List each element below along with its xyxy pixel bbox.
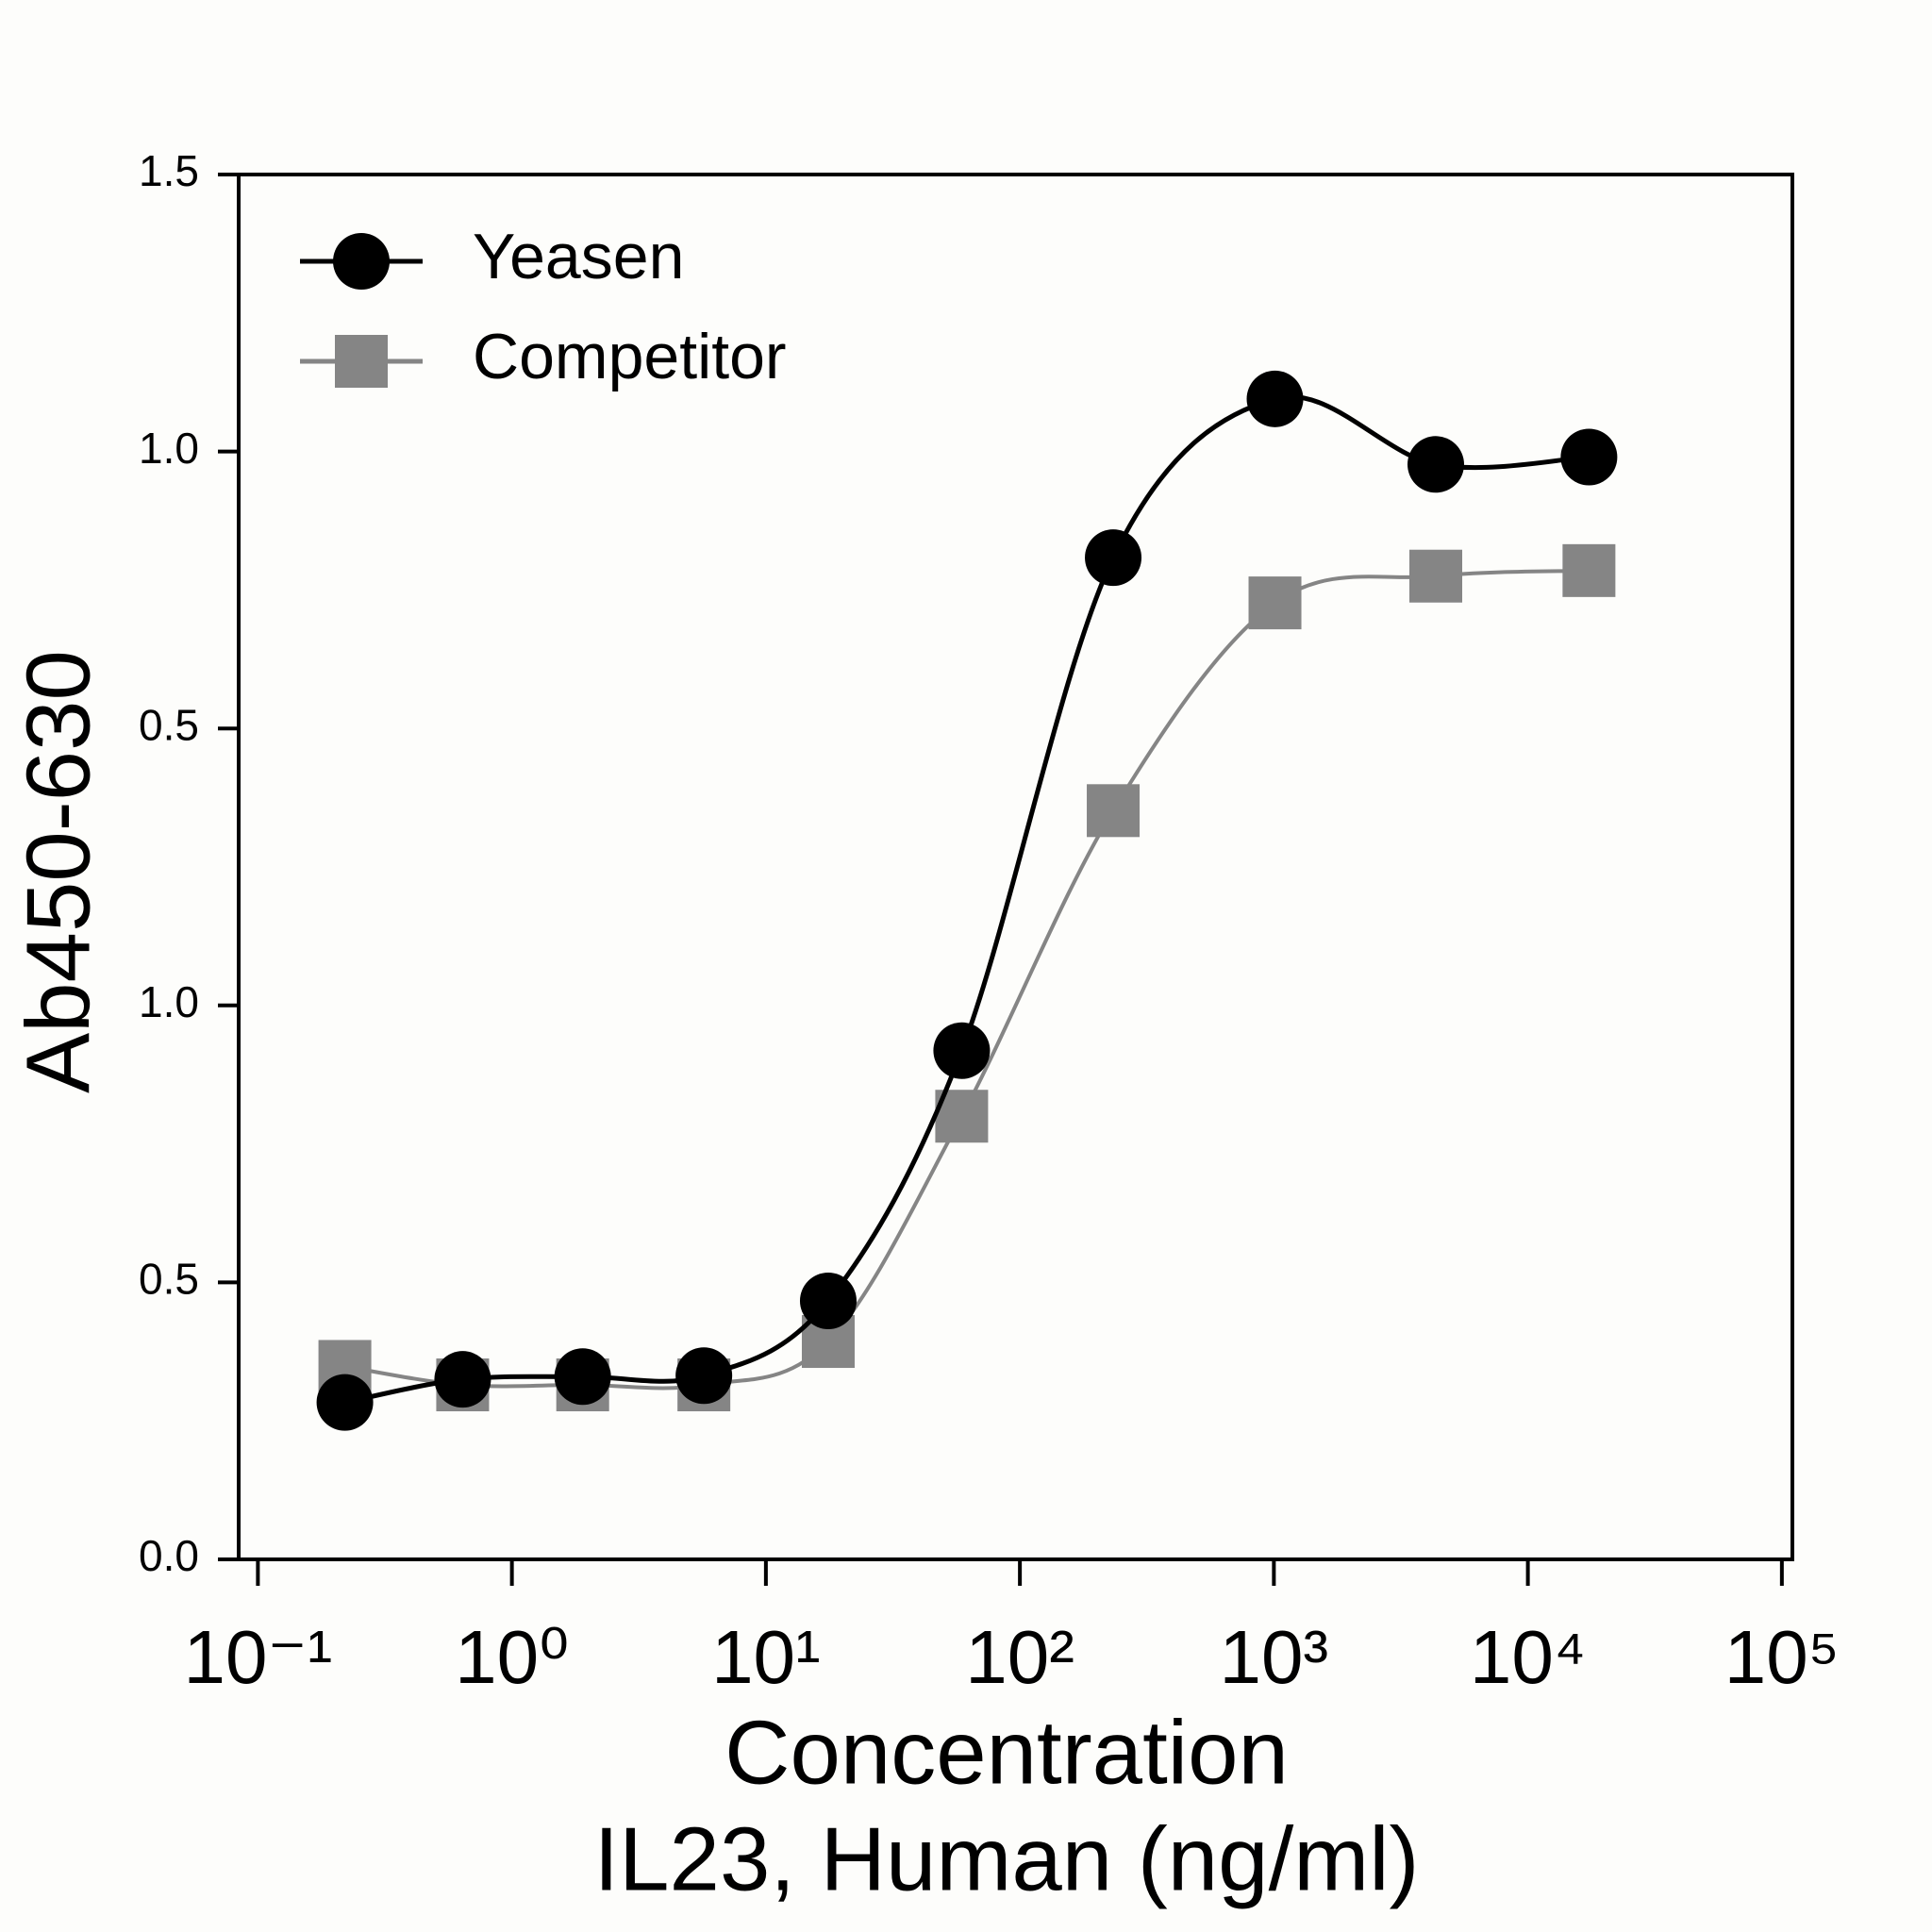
legend-label: Competitor [473,321,787,392]
y-axis-label: Ab450-630 [8,650,108,1093]
data-point [1246,370,1304,427]
y-tick-label: 0.5 [139,700,199,749]
x-axis-label: Concentration [724,1702,1289,1803]
data-point [1560,428,1618,486]
data-point [316,1374,374,1431]
x-tick-label: 10² [965,1615,1074,1699]
data-point [1087,784,1141,838]
x-tick-label: 10⁰ [455,1615,569,1699]
data-point [799,1272,857,1329]
data-point [554,1348,611,1406]
legend-label: Yeasen [473,221,684,292]
x-tick-label: 10⁴ [1470,1615,1586,1699]
x-tick-label: 10⁻¹ [183,1615,332,1699]
y-tick-label: 0.5 [139,1255,199,1304]
x-tick-label: 10⁵ [1724,1615,1840,1699]
data-point [1248,576,1302,630]
data-point [1409,549,1463,603]
y-tick-label: 1.5 [139,146,199,195]
y-tick-label: 1.0 [139,424,199,473]
x-axis-label: IL23, Human (ng/ml) [593,1808,1419,1909]
data-point [933,1022,991,1079]
data-point [434,1351,491,1408]
legend-marker [335,335,388,388]
y-tick-label: 1.0 [139,977,199,1026]
y-tick-label: 0.0 [139,1531,199,1580]
data-point [675,1347,733,1405]
x-tick-label: 10³ [1220,1615,1329,1699]
x-tick-label: 10¹ [711,1615,821,1699]
data-point [1562,543,1616,597]
legend-marker [333,233,390,290]
data-point [1407,436,1465,493]
data-point [1085,529,1142,587]
